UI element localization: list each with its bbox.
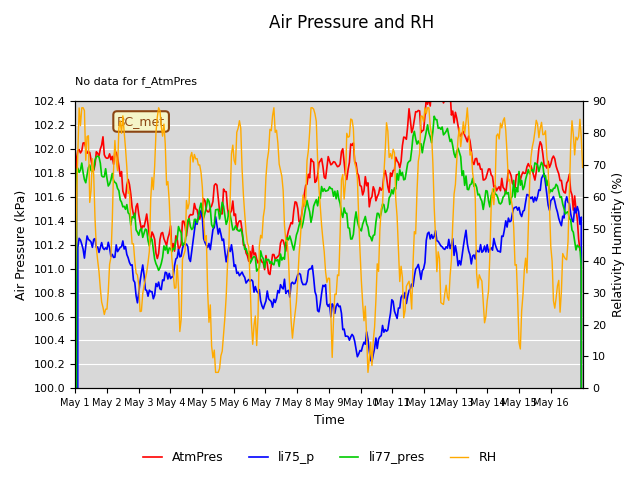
li75_p: [332, 303, 340, 309]
RH: [90, 172, 97, 178]
RH: [335, 273, 342, 278]
li75_p: [433, 238, 441, 244]
Y-axis label: Air Pressure (kPa): Air Pressure (kPa): [15, 190, 28, 300]
Text: BC_met: BC_met: [117, 115, 165, 128]
li75_p: [509, 211, 516, 216]
li75_p: [88, 244, 96, 250]
RH: [436, 256, 444, 262]
li77_pres: [435, 125, 442, 131]
RH: [71, 292, 79, 298]
X-axis label: Time: Time: [314, 414, 344, 427]
AtmPres: [332, 162, 340, 168]
Text: Air Pressure and RH: Air Pressure and RH: [269, 14, 435, 33]
Line: AtmPres: AtmPres: [75, 87, 582, 480]
Line: li75_p: li75_p: [75, 174, 582, 480]
RH: [579, 165, 586, 170]
AtmPres: [576, 247, 584, 253]
RH: [511, 263, 519, 268]
RH: [106, 262, 113, 267]
RH: [212, 370, 220, 375]
li75_p: [576, 221, 584, 227]
li77_pres: [332, 196, 340, 202]
li75_p: [540, 171, 548, 177]
li77_pres: [430, 113, 438, 119]
RH: [78, 105, 86, 111]
AtmPres: [510, 182, 518, 188]
li75_p: [104, 240, 112, 245]
li77_pres: [104, 183, 112, 189]
li77_pres: [510, 178, 518, 183]
Legend: AtmPres, li75_p, li77_pres, RH: AtmPres, li75_p, li77_pres, RH: [138, 446, 502, 469]
AtmPres: [435, 94, 442, 100]
Text: No data for f_AtmPres: No data for f_AtmPres: [75, 76, 197, 87]
Line: RH: RH: [75, 108, 582, 372]
Line: li77_pres: li77_pres: [75, 116, 582, 480]
AtmPres: [88, 164, 96, 169]
AtmPres: [104, 155, 112, 161]
li77_pres: [88, 168, 96, 174]
Y-axis label: Relativity Humidity (%): Relativity Humidity (%): [612, 172, 625, 317]
AtmPres: [430, 84, 438, 90]
RH: [577, 134, 585, 140]
li77_pres: [576, 244, 584, 250]
